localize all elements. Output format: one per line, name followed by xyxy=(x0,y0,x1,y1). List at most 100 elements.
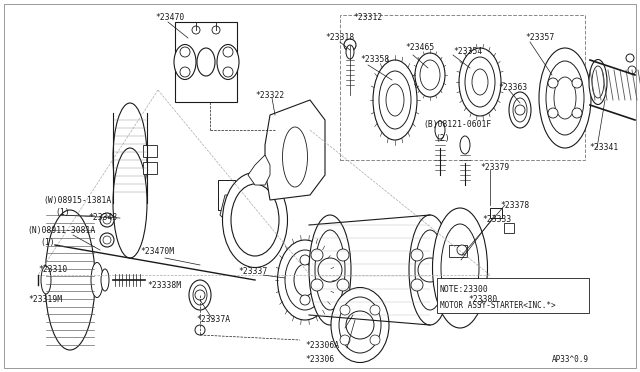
Bar xyxy=(449,245,467,257)
Circle shape xyxy=(223,47,233,57)
Circle shape xyxy=(346,311,374,339)
Text: *23465: *23465 xyxy=(405,44,435,52)
Ellipse shape xyxy=(589,60,607,105)
Ellipse shape xyxy=(415,230,445,310)
Text: *23310: *23310 xyxy=(38,266,67,275)
Text: *23363: *23363 xyxy=(498,83,527,93)
Ellipse shape xyxy=(101,269,109,291)
Ellipse shape xyxy=(189,280,211,310)
Ellipse shape xyxy=(315,230,345,310)
Text: AP33^0.9: AP33^0.9 xyxy=(552,356,589,365)
Circle shape xyxy=(626,54,634,62)
Circle shape xyxy=(572,78,582,88)
Ellipse shape xyxy=(231,184,279,256)
Circle shape xyxy=(100,213,114,227)
Bar xyxy=(340,15,585,160)
Text: *23306: *23306 xyxy=(305,356,334,365)
Ellipse shape xyxy=(465,57,495,107)
Circle shape xyxy=(318,258,342,282)
Text: (1): (1) xyxy=(40,237,54,247)
Ellipse shape xyxy=(339,297,381,353)
Circle shape xyxy=(628,66,636,74)
Circle shape xyxy=(311,249,323,261)
Ellipse shape xyxy=(294,264,316,296)
Ellipse shape xyxy=(278,240,333,320)
Ellipse shape xyxy=(433,208,488,328)
Ellipse shape xyxy=(592,66,604,98)
Text: (N)08911-3081A: (N)08911-3081A xyxy=(27,225,95,234)
Ellipse shape xyxy=(45,210,95,350)
Text: *23379: *23379 xyxy=(480,164,509,173)
Ellipse shape xyxy=(409,215,451,325)
Circle shape xyxy=(437,249,449,261)
Text: *23338M: *23338M xyxy=(147,280,181,289)
Bar xyxy=(504,223,514,233)
Text: (W)08915-1381A: (W)08915-1381A xyxy=(43,196,111,205)
Circle shape xyxy=(548,108,558,118)
Circle shape xyxy=(481,301,489,309)
Ellipse shape xyxy=(460,136,470,154)
Text: *23343: *23343 xyxy=(88,214,117,222)
Text: *23322: *23322 xyxy=(255,90,284,99)
Text: *23333: *23333 xyxy=(482,215,511,224)
Circle shape xyxy=(437,279,449,291)
Polygon shape xyxy=(248,155,270,185)
Text: *23318: *23318 xyxy=(325,33,355,42)
Text: *23357: *23357 xyxy=(525,33,554,42)
Bar xyxy=(143,162,157,174)
Ellipse shape xyxy=(546,61,584,135)
Text: *23470: *23470 xyxy=(155,13,184,22)
Text: *23354: *23354 xyxy=(453,48,483,57)
Circle shape xyxy=(100,233,114,247)
Circle shape xyxy=(340,305,350,315)
Circle shape xyxy=(337,279,349,291)
Ellipse shape xyxy=(346,45,354,59)
Circle shape xyxy=(344,39,356,51)
Bar xyxy=(490,208,502,218)
Text: *23378: *23378 xyxy=(500,201,529,209)
Text: *23319M: *23319M xyxy=(28,295,62,305)
Circle shape xyxy=(572,108,582,118)
Polygon shape xyxy=(265,100,325,200)
Circle shape xyxy=(103,236,111,244)
Circle shape xyxy=(103,216,111,224)
Circle shape xyxy=(418,258,442,282)
Text: *23341: *23341 xyxy=(589,144,618,153)
Bar xyxy=(437,278,589,313)
Text: *23337A: *23337A xyxy=(196,315,230,324)
Ellipse shape xyxy=(420,60,440,90)
Circle shape xyxy=(195,325,205,335)
Ellipse shape xyxy=(509,92,531,128)
Ellipse shape xyxy=(379,71,411,129)
Circle shape xyxy=(223,67,233,77)
Text: *23306A: *23306A xyxy=(305,340,339,350)
Bar xyxy=(175,22,237,102)
Ellipse shape xyxy=(331,288,389,362)
Polygon shape xyxy=(220,195,240,225)
Ellipse shape xyxy=(373,60,417,140)
Text: MOTOR ASSY-STARTER<INC.*>: MOTOR ASSY-STARTER<INC.*> xyxy=(440,301,556,310)
Circle shape xyxy=(300,255,310,265)
Circle shape xyxy=(370,335,380,345)
Circle shape xyxy=(548,78,558,88)
Circle shape xyxy=(370,305,380,315)
Circle shape xyxy=(411,279,423,291)
Circle shape xyxy=(457,281,467,291)
Ellipse shape xyxy=(386,84,404,116)
Circle shape xyxy=(478,298,492,312)
Circle shape xyxy=(515,105,525,115)
Ellipse shape xyxy=(513,98,527,122)
Bar xyxy=(449,278,467,290)
Text: *23380: *23380 xyxy=(468,295,497,305)
Circle shape xyxy=(300,295,310,305)
Ellipse shape xyxy=(554,77,576,119)
Ellipse shape xyxy=(41,266,51,294)
Ellipse shape xyxy=(472,69,488,95)
Text: *23470M: *23470M xyxy=(140,247,174,257)
Circle shape xyxy=(212,26,220,34)
Text: *23337: *23337 xyxy=(238,267,268,276)
Ellipse shape xyxy=(217,45,239,80)
Bar xyxy=(143,145,157,157)
Ellipse shape xyxy=(113,103,147,213)
Ellipse shape xyxy=(539,48,591,148)
